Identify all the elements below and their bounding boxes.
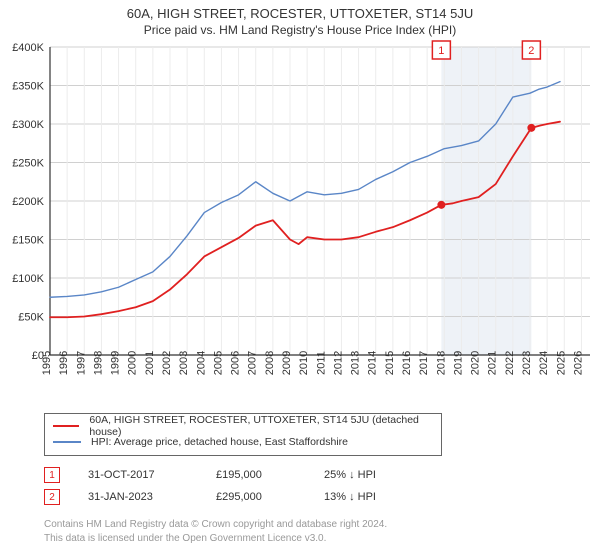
sale-marker-icon: 2 bbox=[44, 489, 60, 505]
svg-text:£300K: £300K bbox=[12, 119, 44, 131]
title-subtitle: Price paid vs. HM Land Registry's House … bbox=[0, 23, 600, 37]
svg-text:1: 1 bbox=[438, 45, 444, 57]
chart: £0£50K£100K£150K£200K£250K£300K£350K£400… bbox=[0, 37, 600, 407]
legend: 60A, HIGH STREET, ROCESTER, UTTOXETER, S… bbox=[44, 413, 442, 456]
titles: 60A, HIGH STREET, ROCESTER, UTTOXETER, S… bbox=[0, 0, 600, 37]
svg-text:£350K: £350K bbox=[12, 81, 44, 93]
sale-marker-icon: 1 bbox=[44, 467, 60, 483]
svg-text:£150K: £150K bbox=[12, 235, 44, 247]
footer-line: This data is licensed under the Open Gov… bbox=[44, 532, 564, 546]
footer: Contains HM Land Registry data © Crown c… bbox=[44, 518, 564, 545]
sale-pct: 13% ↓ HPI bbox=[324, 491, 424, 503]
sale-pct: 25% ↓ HPI bbox=[324, 469, 424, 481]
sale-date: 31-OCT-2017 bbox=[88, 469, 188, 481]
svg-text:2: 2 bbox=[528, 45, 534, 57]
title-address: 60A, HIGH STREET, ROCESTER, UTTOXETER, S… bbox=[0, 6, 600, 21]
svg-text:£50K: £50K bbox=[18, 312, 44, 324]
legend-label-hpi: HPI: Average price, detached house, East… bbox=[91, 436, 348, 448]
chart-container: 60A, HIGH STREET, ROCESTER, UTTOXETER, S… bbox=[0, 0, 600, 545]
sales-table: 1 31-OCT-2017 £195,000 25% ↓ HPI 2 31-JA… bbox=[44, 464, 564, 508]
svg-text:£100K: £100K bbox=[12, 273, 44, 285]
sale-price: £195,000 bbox=[216, 469, 296, 481]
legend-row: 60A, HIGH STREET, ROCESTER, UTTOXETER, S… bbox=[53, 418, 433, 434]
chart-svg: £0£50K£100K£150K£200K£250K£300K£350K£400… bbox=[0, 37, 600, 407]
legend-swatch-hpi bbox=[53, 441, 81, 443]
sale-price: £295,000 bbox=[216, 491, 296, 503]
svg-text:£250K: £250K bbox=[12, 158, 44, 170]
svg-text:£400K: £400K bbox=[12, 42, 44, 54]
footer-line: Contains HM Land Registry data © Crown c… bbox=[44, 518, 564, 532]
legend-label-property: 60A, HIGH STREET, ROCESTER, UTTOXETER, S… bbox=[89, 414, 433, 438]
legend-swatch-property bbox=[53, 425, 79, 427]
svg-text:£200K: £200K bbox=[12, 196, 44, 208]
table-row: 2 31-JAN-2023 £295,000 13% ↓ HPI bbox=[44, 486, 564, 508]
sale-date: 31-JAN-2023 bbox=[88, 491, 188, 503]
table-row: 1 31-OCT-2017 £195,000 25% ↓ HPI bbox=[44, 464, 564, 486]
